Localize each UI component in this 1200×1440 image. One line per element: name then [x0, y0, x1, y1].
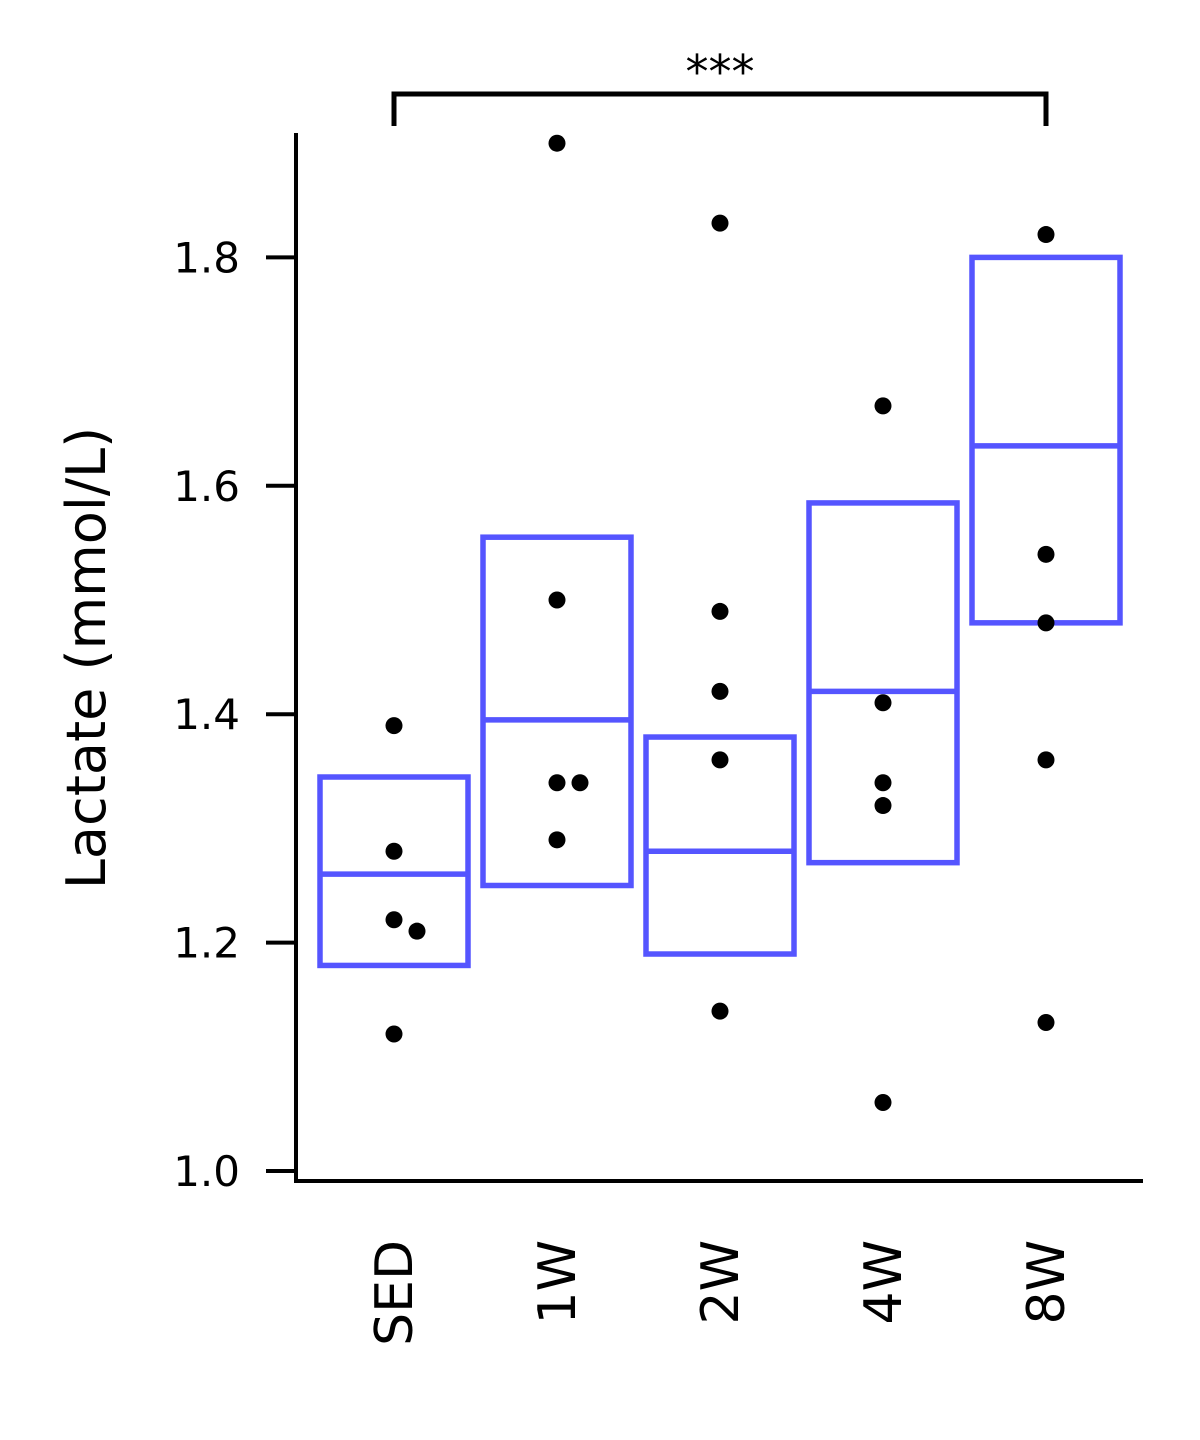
data-point-8W — [1037, 545, 1055, 563]
significance-label: *** — [686, 45, 755, 99]
box-4W — [806, 500, 960, 866]
data-point-8W — [1037, 226, 1055, 244]
y-tick-label: 1.4 — [173, 690, 240, 739]
data-point-4W — [874, 694, 892, 712]
data-point-2W — [711, 751, 729, 769]
data-point-2W — [711, 682, 729, 700]
y-tick-label: 1.0 — [173, 1147, 240, 1196]
box-2W — [643, 734, 797, 957]
data-point-1W — [548, 591, 566, 609]
data-point-SED — [385, 911, 403, 929]
x-category-label: 2W — [691, 1240, 751, 1325]
x-category-label: 1W — [528, 1240, 588, 1325]
annotations-layer: *** — [391, 45, 1049, 126]
data-point-2W — [711, 214, 729, 232]
data-point-4W — [874, 397, 892, 415]
x-category-label: 4W — [854, 1240, 914, 1325]
data-point-4W — [874, 1093, 892, 1111]
data-point-1W — [548, 774, 566, 792]
box-SED — [317, 774, 471, 969]
data-point-2W — [711, 602, 729, 620]
data-point-8W — [1037, 751, 1055, 769]
data-point-8W — [1037, 614, 1055, 632]
box-8W — [969, 254, 1123, 626]
y-tick-label: 1.2 — [173, 919, 240, 968]
data-point-4W — [874, 774, 892, 792]
x-category-label: 8W — [1017, 1240, 1077, 1325]
points-layer — [385, 134, 1055, 1111]
data-point-4W — [874, 797, 892, 815]
box-1W — [480, 534, 634, 889]
data-point-2W — [711, 1002, 729, 1020]
y-tick-label: 1.6 — [173, 462, 240, 511]
significance-bracket — [391, 91, 1049, 126]
y-tick-label: 1.8 — [173, 233, 240, 282]
data-point-SED — [408, 922, 426, 940]
data-point-SED — [385, 842, 403, 860]
data-point-SED — [385, 1025, 403, 1043]
data-point-SED — [385, 717, 403, 735]
axes: 1.0 1.2 1.4 1.6 1.8 SED 1W 2W 4W 8W — [173, 133, 1143, 1346]
data-point-1W — [571, 774, 589, 792]
x-category-label: SED — [365, 1240, 425, 1346]
data-point-1W — [548, 831, 566, 849]
y-axis-title: Lactate (mmol/L) — [55, 427, 118, 889]
data-point-1W — [548, 134, 566, 152]
data-point-8W — [1037, 1014, 1055, 1032]
